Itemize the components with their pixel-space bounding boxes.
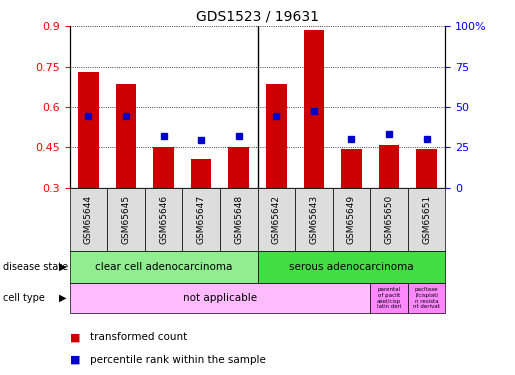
Bar — [78, 72, 99, 188]
Bar — [228, 147, 249, 188]
Text: ■: ■ — [70, 333, 80, 342]
Bar — [266, 84, 287, 188]
Text: GSM65647: GSM65647 — [197, 195, 205, 244]
Text: transformed count: transformed count — [90, 333, 187, 342]
Bar — [191, 159, 212, 188]
Text: GSM65642: GSM65642 — [272, 195, 281, 244]
Text: GSM65645: GSM65645 — [122, 195, 130, 244]
Bar — [115, 84, 136, 188]
Bar — [379, 144, 400, 188]
Bar — [153, 147, 174, 188]
Text: ■: ■ — [70, 355, 80, 365]
Text: GSM65644: GSM65644 — [84, 195, 93, 244]
Bar — [341, 148, 362, 188]
Text: GSM65651: GSM65651 — [422, 195, 431, 244]
Text: GSM65650: GSM65650 — [385, 195, 393, 244]
Text: pacltaxe
l/cisplati
n resista
nt derivat: pacltaxe l/cisplati n resista nt derivat — [413, 287, 440, 309]
Bar — [416, 148, 437, 188]
Bar — [303, 30, 324, 188]
Text: GSM65648: GSM65648 — [234, 195, 243, 244]
Text: ▶: ▶ — [59, 262, 67, 272]
Text: GSM65646: GSM65646 — [159, 195, 168, 244]
Text: serous adenocarcinoma: serous adenocarcinoma — [289, 262, 414, 272]
Text: cell type: cell type — [3, 293, 47, 303]
Text: parental
of paclit
axel/cisp
latin deri: parental of paclit axel/cisp latin deri — [377, 287, 401, 309]
Text: clear cell adenocarcinoma: clear cell adenocarcinoma — [95, 262, 232, 272]
Text: GSM65649: GSM65649 — [347, 195, 356, 244]
Text: not applicable: not applicable — [183, 293, 257, 303]
Text: percentile rank within the sample: percentile rank within the sample — [90, 355, 266, 365]
Text: disease state: disease state — [3, 262, 71, 272]
Text: ▶: ▶ — [59, 293, 67, 303]
Text: GSM65643: GSM65643 — [310, 195, 318, 244]
Title: GDS1523 / 19631: GDS1523 / 19631 — [196, 10, 319, 24]
